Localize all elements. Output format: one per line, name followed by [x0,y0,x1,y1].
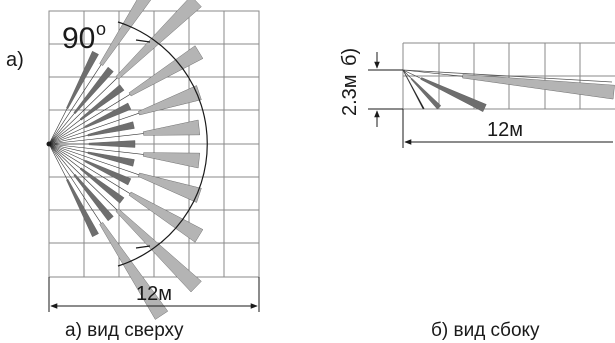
top-beam-9-ray [48,135,89,145]
top-beam-6 [128,45,204,97]
top-beam-16-ray [48,143,131,194]
top-beam-14-ray [48,143,139,176]
side-distance-dimension [402,109,613,148]
top-view-caption: а) вид сверху [65,320,184,341]
arc-tick-bottom [135,245,151,249]
angle-label: 90 [62,22,95,55]
top-beam-20-ray [48,143,102,224]
top-beam-13 [87,151,135,167]
degree-mark: o [96,19,106,39]
top-beam-8 [138,85,202,116]
top-beam-21-ray [48,143,68,180]
top-beam-1-ray [48,108,68,145]
top-beam-15 [84,159,132,186]
height-dimension [368,52,403,127]
top-beam-19-ray [48,143,75,175]
side-view-beams [402,69,615,112]
top-beam-7-ray [48,126,86,145]
top-beam-14 [138,172,202,203]
top-view: а) 90 o 12м а) вид сверху [6,0,260,341]
side-beam-2 [410,77,442,110]
top-beam-10 [142,119,201,136]
top-beam-18-ray [48,143,118,211]
side-view: б) 2.3м 12м б) вид сбоку [339,42,615,341]
top-distance-dimension [48,277,260,312]
top-beam-13-ray [48,143,89,153]
top-beam-18 [115,208,202,293]
top-view-beam-fan [48,0,204,320]
top-beam-3-ray [48,113,75,145]
side-beam-3 [420,77,487,112]
top-beam-9 [87,121,135,137]
side-beam-edge-line [402,69,613,83]
top-beam-5 [79,84,125,121]
top-beam-8-ray [48,112,139,145]
top-beam-10-ray [48,133,144,145]
top-beam-6-ray [48,94,131,145]
top-beam-1 [66,50,99,110]
side-view-panel-label: б) [339,48,361,66]
top-beam-3 [73,66,114,114]
top-beam-20 [99,222,169,320]
top-beam-17-ray [48,143,81,169]
top-beam-2-ray [48,64,102,145]
side-beam-2-ray [402,69,412,79]
top-beam-11 [88,140,136,148]
coverage-arc [117,21,208,267]
height-label: 2.3м [339,74,361,116]
top-beam-21 [66,178,99,238]
side-beam-4-ray [402,69,463,77]
side-view-caption: б) вид сбоку [431,320,540,341]
top-beam-2 [99,0,152,66]
top-beam-4-ray [48,77,118,145]
side-beam-4 [462,74,615,100]
top-beam-12-ray [48,143,144,155]
arc-tick-top [135,39,151,43]
top-beam-12 [142,152,201,169]
top-view-panel-label: а) [6,49,24,71]
top-beam-15-ray [48,143,86,162]
top-beam-4 [115,0,202,80]
top-beam-19 [73,174,114,222]
top-beam-5-ray [48,119,81,145]
top-distance-label: 12м [136,283,172,305]
sensor-point [46,141,52,147]
top-beam-16 [128,191,204,243]
side-beam-3-ray [402,69,422,79]
side-distance-label: 12м [487,119,523,141]
